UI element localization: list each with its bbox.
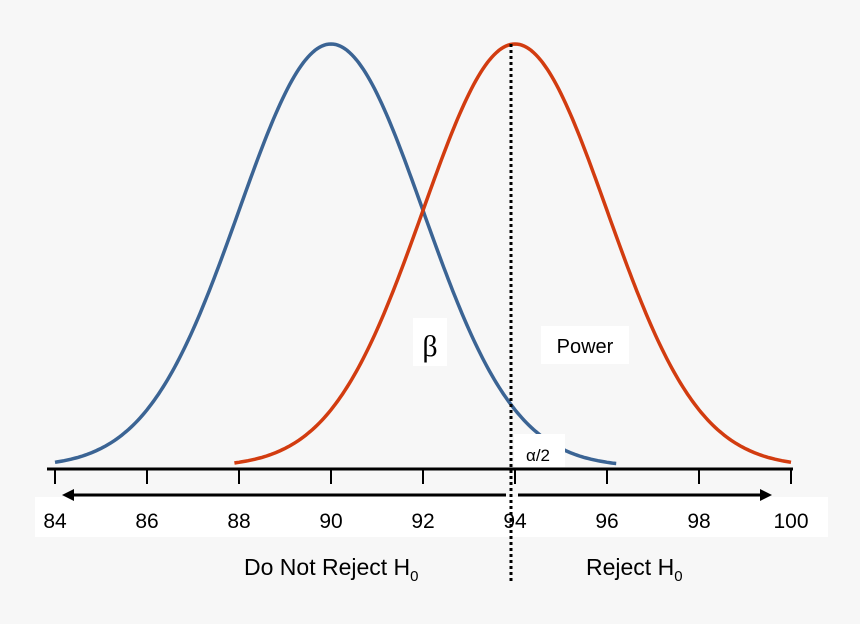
tick-label-band [35, 497, 828, 537]
alpha-label: α/2 [526, 446, 550, 465]
power-label-box [541, 326, 629, 364]
x-tick-label: 92 [411, 510, 434, 533]
reject-label: Reject H0 [586, 554, 683, 585]
x-tick-label: 88 [227, 510, 250, 533]
beta-label-box [413, 318, 447, 366]
x-tick-label: 94 [503, 510, 527, 533]
x-tick-label: 86 [135, 510, 158, 533]
x-tick-label: 90 [319, 510, 342, 533]
x-tick-label: 98 [687, 510, 710, 533]
distribution-curve-1 [234, 42, 792, 465]
x-tick-label: 84 [43, 510, 67, 533]
alpha-label-box [514, 434, 565, 467]
left-arrow [62, 489, 506, 501]
x-tick-label: 96 [595, 510, 618, 533]
power-label: Power [557, 336, 614, 358]
beta-label: β [422, 330, 437, 363]
right-arrow [518, 489, 772, 501]
x-tick-label: 100 [773, 510, 808, 533]
do-not-reject-label: Do Not Reject H0 [244, 554, 419, 585]
distribution-curve-0 [54, 42, 617, 466]
